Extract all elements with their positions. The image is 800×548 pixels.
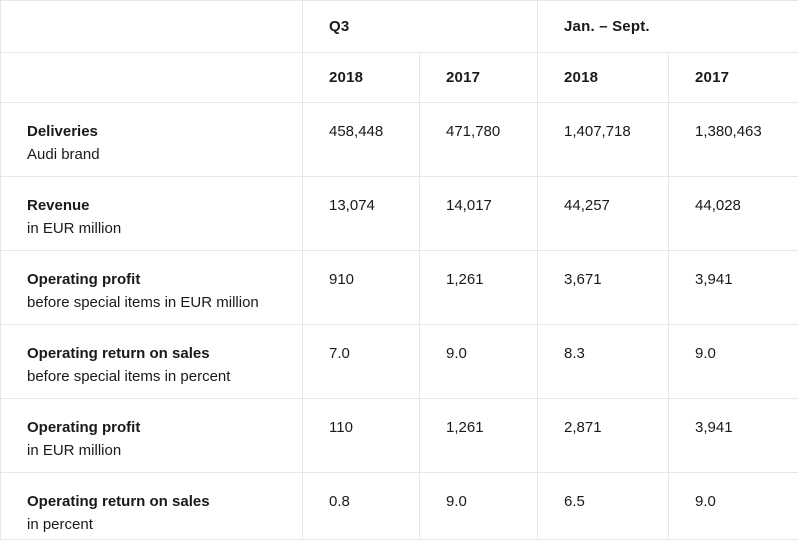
table-row-return-on-sales: Operating return on sales in percent 0.8… — [0, 472, 798, 540]
value-cell: 910 — [302, 250, 420, 325]
value-cell: 1,407,718 — [537, 102, 669, 177]
metric-subtitle: in EUR million — [27, 442, 122, 459]
value-cell: 1,261 — [418, 250, 538, 325]
value-cell: 9.0 — [418, 324, 538, 399]
value-cell: 458,448 — [302, 102, 420, 177]
row-label-cell: Operating return on sales before special… — [0, 324, 303, 399]
corner-cell-top — [0, 0, 303, 53]
corner-cell-bottom — [0, 52, 303, 103]
value-cell: 3,941 — [668, 250, 798, 325]
metric-subtitle: before special items in EUR million — [27, 294, 259, 311]
year-header-row: 2018 2017 2018 2017 — [0, 52, 798, 103]
metric-subtitle: Audi brand — [27, 146, 100, 163]
value-cell: 6.5 — [537, 472, 669, 540]
metric-title: Operating return on sales — [27, 493, 210, 510]
year-header-q3-2018: 2018 — [302, 52, 420, 103]
value-cell: 9.0 — [668, 472, 798, 540]
value-cell: 0.8 — [302, 472, 420, 540]
row-label-cell: Operating return on sales in percent — [0, 472, 303, 540]
value-cell: 8.3 — [537, 324, 669, 399]
metric-title: Operating profit — [27, 271, 141, 288]
year-header-q3-2017: 2017 — [418, 52, 538, 103]
table-row-deliveries: Deliveries Audi brand 458,448 471,780 1,… — [0, 102, 798, 177]
table-row-return-on-sales-before-special: Operating return on sales before special… — [0, 324, 798, 399]
row-label-cell: Operating profit in EUR million — [0, 398, 303, 473]
value-cell: 2,871 — [537, 398, 669, 473]
value-cell: 7.0 — [302, 324, 420, 399]
row-label-cell: Deliveries Audi brand — [0, 102, 303, 177]
metric-title: Operating return on sales — [27, 345, 210, 362]
metric-title: Deliveries — [27, 123, 98, 140]
table-row-revenue: Revenue in EUR million 13,074 14,017 44,… — [0, 176, 798, 251]
value-cell: 14,017 — [418, 176, 538, 251]
row-label-cell: Operating profit before special items in… — [0, 250, 303, 325]
value-cell: 3,941 — [668, 398, 798, 473]
year-header-js-2018: 2018 — [537, 52, 669, 103]
table-row-operating-profit: Operating profit in EUR million 110 1,26… — [0, 398, 798, 473]
value-cell: 44,257 — [537, 176, 669, 251]
period-header-jan-sept: Jan. – Sept. — [537, 0, 798, 53]
value-cell: 13,074 — [302, 176, 420, 251]
value-cell: 110 — [302, 398, 420, 473]
period-header-row: Q3 Jan. – Sept. — [0, 0, 798, 53]
metric-subtitle: in percent — [27, 516, 93, 533]
year-header-js-2017: 2017 — [668, 52, 798, 103]
value-cell: 1,380,463 — [668, 102, 798, 177]
value-cell: 471,780 — [418, 102, 538, 177]
value-cell: 9.0 — [668, 324, 798, 399]
period-header-q3: Q3 — [301, 0, 538, 53]
value-cell: 44,028 — [668, 176, 798, 251]
value-cell: 1,261 — [418, 398, 538, 473]
metric-subtitle: in EUR million — [27, 220, 122, 237]
metric-title: Operating profit — [27, 419, 141, 436]
table-row-operating-profit-before-special: Operating profit before special items in… — [0, 250, 798, 325]
row-label-cell: Revenue in EUR million — [0, 176, 303, 251]
value-cell: 3,671 — [537, 250, 669, 325]
metric-title: Revenue — [27, 197, 90, 214]
metric-subtitle: before special items in percent — [27, 368, 231, 385]
value-cell: 9.0 — [418, 472, 538, 540]
